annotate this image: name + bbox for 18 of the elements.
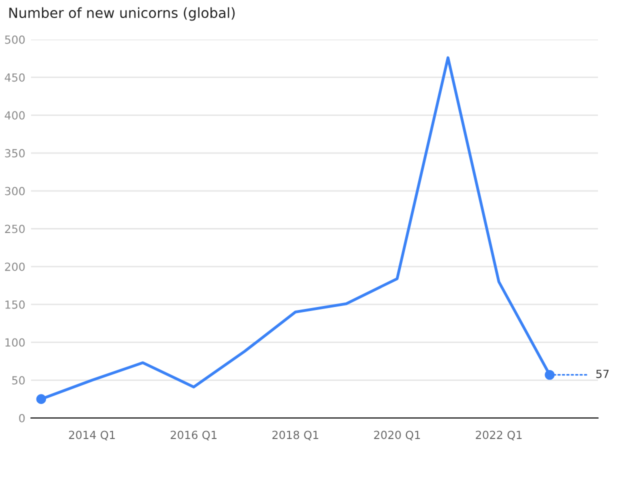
y-tick-label: 200 — [5, 262, 25, 271]
y-tick-label: 250 — [5, 224, 25, 234]
y-tick-label: 300 — [5, 186, 25, 196]
x-tick-label: 2014 Q1 — [69, 430, 115, 440]
chart-title: Number of new unicorns (global) — [9, 7, 235, 21]
x-tick-label: 2016 Q1 — [170, 430, 217, 440]
y-tick-label: 100 — [5, 338, 25, 347]
y-tick-label: 0 — [19, 414, 25, 422]
x-tick-label: 2022 Q1 — [476, 430, 522, 440]
y-tick-label: 400 — [4, 111, 25, 120]
x-tick-label: 2020 Q1 — [374, 430, 420, 440]
y-tick-label: 350 — [5, 149, 25, 158]
y-tick-label: 450 — [4, 73, 25, 82]
y-tick-label: 50 — [12, 376, 25, 385]
data-label: 57 — [596, 370, 609, 378]
y-tick-label: 150 — [5, 300, 25, 309]
x-tick-label: 2018 Q1 — [272, 430, 318, 440]
y-tick-label: 500 — [5, 35, 25, 44]
